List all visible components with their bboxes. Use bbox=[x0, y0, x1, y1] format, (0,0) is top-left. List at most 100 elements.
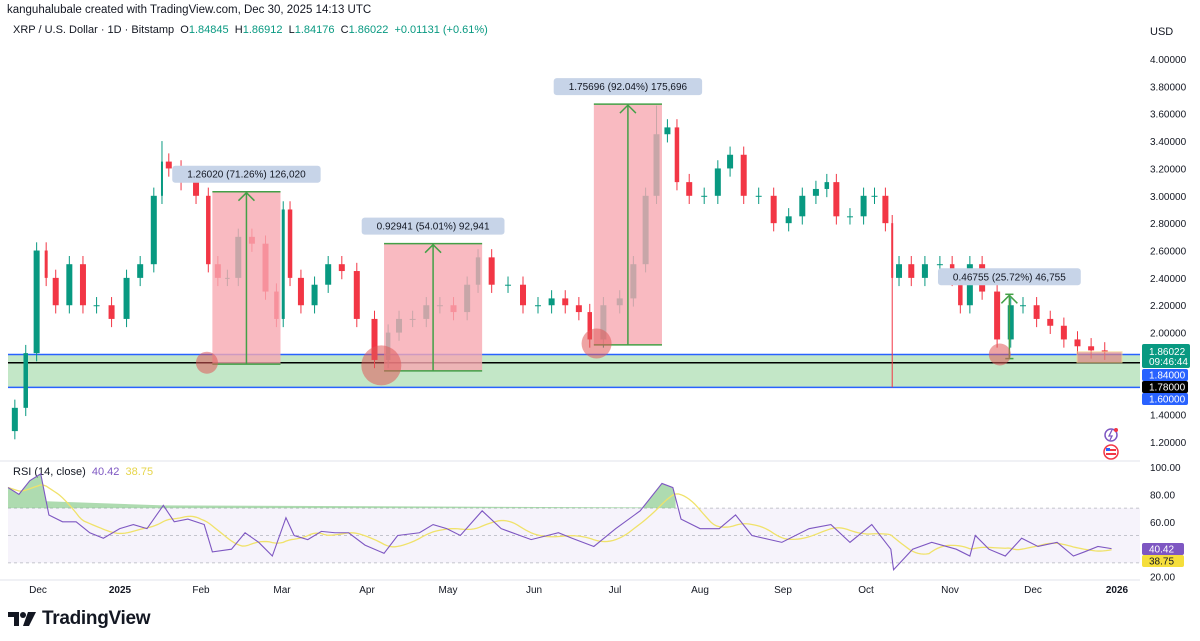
candle-body bbox=[871, 195, 878, 197]
price-axis-tick: 3.80000 bbox=[1150, 82, 1187, 93]
time-axis-tick: Dec bbox=[1024, 585, 1042, 596]
tradingview-logo-icon bbox=[8, 612, 36, 626]
candle-body bbox=[534, 305, 541, 307]
candle-body bbox=[799, 195, 806, 217]
level-3-value: 1.60000 bbox=[1149, 395, 1186, 406]
time-axis-tick: 2026 bbox=[1106, 585, 1129, 596]
candle-body bbox=[297, 277, 304, 306]
candle-body bbox=[958, 277, 963, 306]
measure-arrow-head-icon bbox=[237, 191, 255, 202]
close-label: C bbox=[340, 24, 349, 36]
candle-body bbox=[548, 298, 555, 306]
price-axis-tick: 2.00000 bbox=[1150, 329, 1187, 340]
highlight-circle bbox=[581, 328, 612, 359]
measure-label-bg bbox=[172, 165, 321, 183]
candle-body bbox=[193, 182, 200, 196]
highlight-circle bbox=[361, 345, 402, 386]
measure-label: 1.26020 (71.26%) 126,020 bbox=[187, 170, 306, 181]
rsi-name[interactable]: RSI (14, close) bbox=[13, 466, 86, 478]
candle-body bbox=[1101, 350, 1108, 352]
measure-arrow-head-icon bbox=[424, 243, 442, 254]
support-zone bbox=[8, 354, 1140, 388]
price-axis-tick: 2.80000 bbox=[1150, 219, 1187, 230]
candle-body bbox=[562, 298, 569, 306]
price-axis-tick: 4.00000 bbox=[1150, 55, 1187, 66]
level-tag-3: 1.60000 bbox=[1142, 393, 1188, 406]
level-tag-1: 1.84000 bbox=[1142, 369, 1188, 382]
candle-body bbox=[1088, 346, 1095, 351]
high-label: H bbox=[234, 24, 243, 36]
candle-body bbox=[1047, 318, 1054, 326]
rsi-ma-value: 38.75 bbox=[125, 466, 154, 478]
alert-lightning-icon[interactable] bbox=[1104, 428, 1118, 442]
rsi-tag-value: 40.42 bbox=[1149, 545, 1174, 556]
time-axis-tick: Apr bbox=[359, 585, 375, 596]
change-value: +0.01131 (+0.61%) bbox=[394, 24, 488, 36]
candle-body bbox=[165, 161, 172, 169]
price-axis-tick: 2.60000 bbox=[1150, 247, 1187, 258]
candle-body bbox=[575, 305, 582, 313]
rsi-axis-tick: 100.00 bbox=[1150, 463, 1181, 474]
time-axis-tick: Jun bbox=[526, 585, 542, 596]
candle-body bbox=[882, 195, 889, 224]
rsi-ma-tag: 38.75 bbox=[1142, 555, 1184, 568]
rsi-legend: RSI (14, close) 40.42 38.75 bbox=[13, 466, 153, 478]
candle-body bbox=[123, 277, 130, 319]
countdown: 09:46:44 bbox=[1149, 357, 1188, 368]
time-axis-tick: May bbox=[439, 585, 458, 596]
candle-body bbox=[1033, 305, 1040, 319]
attribution: kanguhalubale created with TradingView.c… bbox=[7, 4, 372, 16]
candle-body bbox=[353, 271, 360, 319]
measure-arrow-head-icon bbox=[1000, 294, 1018, 304]
highlight-circle bbox=[195, 351, 218, 374]
candle-body bbox=[860, 195, 867, 217]
rsi-axis-tick: 60.00 bbox=[1150, 518, 1175, 529]
candle-body bbox=[505, 284, 512, 286]
candle-body bbox=[891, 223, 894, 278]
candle-body bbox=[1019, 305, 1026, 307]
price-axis-tick: 1.40000 bbox=[1150, 411, 1187, 422]
measure-label: 0.92941 (54.01%) 92,941 bbox=[377, 222, 490, 233]
us-flag-icon[interactable] bbox=[1103, 444, 1119, 460]
candle-body bbox=[44, 250, 48, 278]
rsi-axis-tick: 80.00 bbox=[1150, 490, 1175, 501]
time-axis-tick: Feb bbox=[192, 585, 210, 596]
candle-body bbox=[994, 291, 1001, 340]
candle-body bbox=[93, 305, 100, 307]
tradingview-logo[interactable]: TradingView bbox=[8, 608, 151, 630]
candle-body bbox=[1074, 339, 1081, 347]
rsi-line bbox=[7, 472, 1112, 571]
time-axis-tick: Dec bbox=[29, 585, 47, 596]
candle-body bbox=[785, 216, 792, 224]
rsi-tag: 40.42 bbox=[1142, 543, 1184, 556]
price-axis-tick: 3.20000 bbox=[1150, 164, 1187, 175]
measure-label-bg bbox=[553, 78, 703, 96]
candle-body bbox=[1060, 325, 1067, 340]
candle-body bbox=[846, 216, 853, 218]
high-value: 1.86912 bbox=[242, 24, 283, 36]
candle-body bbox=[812, 188, 819, 196]
last-price: 1.86022 bbox=[1149, 347, 1186, 358]
candle-body bbox=[714, 168, 721, 196]
candle-body bbox=[150, 195, 157, 265]
price-axis-tick: 2.20000 bbox=[1150, 301, 1187, 312]
measure-arrow-head-icon bbox=[619, 104, 637, 114]
level-tag-2: 1.78000 bbox=[1142, 381, 1188, 394]
candle-body bbox=[108, 305, 115, 319]
open-label: O bbox=[180, 24, 189, 36]
currency-label: USD bbox=[1150, 26, 1174, 38]
candle-body bbox=[137, 264, 144, 278]
candle-body bbox=[281, 209, 285, 319]
candle-body bbox=[587, 312, 593, 340]
symbol-legend: XRP / U.S. Dollar · 1D · Bitstamp O1.848… bbox=[13, 24, 488, 36]
last-price-tag: 1.86022 09:46:44 bbox=[1142, 344, 1190, 368]
price-axis-tick: 3.40000 bbox=[1150, 137, 1187, 148]
candle-body bbox=[11, 407, 18, 432]
price-axis-tick: 1.20000 bbox=[1150, 438, 1187, 449]
candle-body bbox=[664, 127, 671, 135]
candle-body bbox=[770, 195, 777, 224]
candle-body bbox=[686, 182, 693, 196]
symbol-title[interactable]: XRP / U.S. Dollar · 1D · Bitstamp bbox=[13, 24, 175, 36]
measure-label-bg bbox=[361, 217, 505, 235]
